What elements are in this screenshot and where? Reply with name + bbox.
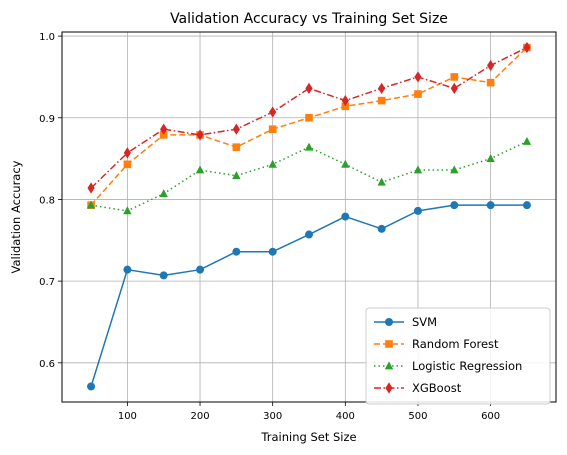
y-tick-label: 0.9 xyxy=(39,114,55,125)
legend-marker-random-forest xyxy=(385,340,393,348)
data-point-random-forest xyxy=(232,143,241,151)
data-point-random-forest xyxy=(123,160,132,169)
data-point-random-forest xyxy=(414,90,422,98)
y-tick-label: 1.0 xyxy=(39,32,55,43)
legend-marker-svm xyxy=(385,318,393,326)
data-point-xgboost xyxy=(305,82,313,94)
data-point-random-forest xyxy=(305,113,313,122)
data-point-logistic-regression xyxy=(86,200,96,209)
legend-label-svm: SVM xyxy=(412,315,437,329)
chart-title: Validation Accuracy vs Training Set Size xyxy=(170,11,448,27)
data-point-logistic-regression xyxy=(522,136,532,145)
data-point-random-forest xyxy=(377,96,386,105)
data-point-logistic-regression xyxy=(413,165,423,174)
data-point-logistic-regression xyxy=(377,177,386,186)
series-logistic-regression xyxy=(86,136,532,215)
data-point-xgboost xyxy=(87,182,95,194)
data-point-random-forest xyxy=(159,131,168,139)
data-point-svm xyxy=(123,265,132,274)
data-point-logistic-regression xyxy=(450,165,459,174)
data-point-xgboost xyxy=(487,59,495,72)
data-point-logistic-regression xyxy=(195,165,205,174)
series-svm xyxy=(87,201,531,391)
data-point-svm xyxy=(522,201,531,210)
x-tick-label: 200 xyxy=(190,411,209,422)
data-point-xgboost xyxy=(123,147,131,159)
data-point-xgboost xyxy=(269,106,277,118)
legend-marker-logistic-regression xyxy=(384,361,394,370)
ticks: 100 200 300 400 500 600 0.6 0.7 0.8 0.9 1.0 xyxy=(39,32,500,422)
x-axis-label: Training Set Size xyxy=(260,430,356,444)
y-tick-label: 0.6 xyxy=(39,359,55,370)
data-point-xgboost xyxy=(378,82,386,94)
series-layer xyxy=(86,41,532,391)
data-point-xgboost xyxy=(232,123,240,135)
data-point-random-forest xyxy=(450,73,459,81)
series-xgboost xyxy=(87,41,531,194)
legend-label-random-forest: Random Forest xyxy=(412,337,499,351)
data-point-svm xyxy=(268,247,277,256)
data-point-logistic-regression xyxy=(159,189,168,198)
data-point-svm xyxy=(196,265,205,274)
data-point-logistic-regression xyxy=(123,206,132,215)
y-axis-label: Validation Accuracy xyxy=(9,160,23,273)
data-point-random-forest xyxy=(268,125,277,133)
data-point-svm xyxy=(341,212,350,221)
data-point-svm xyxy=(232,247,241,256)
data-point-logistic-regression xyxy=(304,142,314,151)
data-point-xgboost xyxy=(450,82,458,94)
legend-box xyxy=(365,307,551,405)
data-point-svm xyxy=(486,201,495,210)
data-point-xgboost xyxy=(160,123,168,135)
data-point-logistic-regression xyxy=(232,171,241,180)
data-point-xgboost xyxy=(523,41,531,54)
data-point-svm xyxy=(377,224,386,233)
data-point-xgboost xyxy=(414,71,422,83)
data-point-xgboost xyxy=(196,129,204,141)
plot-frame xyxy=(61,31,557,403)
y-tick-label: 0.7 xyxy=(39,277,55,288)
data-point-logistic-regression xyxy=(341,159,350,168)
data-point-svm xyxy=(413,206,422,215)
x-tick-label: 500 xyxy=(408,411,427,422)
x-tick-label: 100 xyxy=(118,411,137,422)
y-tick-label: 0.8 xyxy=(39,195,55,206)
data-point-random-forest xyxy=(341,102,350,111)
x-tick-label: 300 xyxy=(263,411,282,422)
data-point-svm xyxy=(305,230,313,239)
data-point-svm xyxy=(159,271,168,280)
legend-marker-xgboost xyxy=(385,382,393,394)
data-point-svm xyxy=(450,201,459,210)
x-tick-label: 400 xyxy=(336,411,355,422)
data-point-svm xyxy=(87,382,96,391)
x-tick-label: 600 xyxy=(481,411,500,422)
data-point-xgboost xyxy=(341,95,349,107)
legend: SVM Random Forest Logistic Regression XGBoo… xyxy=(365,307,551,405)
legend-label-xgboost: XGBoost xyxy=(412,381,462,395)
data-point-random-forest xyxy=(486,78,495,87)
legend-label-logistic-regression: Logistic Regression xyxy=(412,359,522,373)
data-point-logistic-regression xyxy=(268,159,277,168)
data-point-logistic-regression xyxy=(486,154,495,163)
